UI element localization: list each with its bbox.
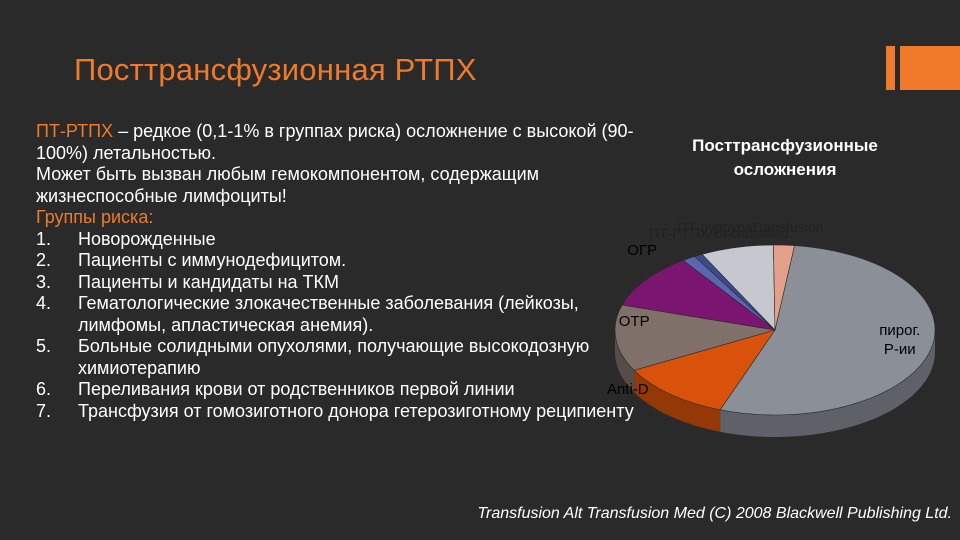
pie-slice-label: пирог. Р-ии <box>879 322 920 358</box>
pie-slice-label: Unclassified <box>713 225 788 241</box>
item-number: 4. <box>36 293 52 313</box>
pie-slice-side <box>720 330 935 437</box>
pie-slice <box>633 329 776 411</box>
item-text: Пациенты с иммунодефицитом. <box>78 250 347 270</box>
risk-group-item: 6. Переливания крови от родственников пер… <box>36 379 636 401</box>
pie-slice <box>719 245 936 416</box>
item-text: Гематологические злокачественные заболев… <box>78 293 579 335</box>
pie-slice <box>614 304 776 371</box>
risk-group-item: 2. Пациенты с иммунодефицитом. <box>36 250 636 272</box>
item-number: 2. <box>36 250 52 270</box>
deco-bar-thick <box>900 46 960 90</box>
item-number: 3. <box>36 271 52 292</box>
item-number: 6. <box>36 379 52 399</box>
slide-title: Посттрансфузионная РТПХ <box>74 52 477 87</box>
pie-slice-label: ОТР <box>619 313 650 330</box>
pie-slice <box>773 244 795 331</box>
chart-title: Посттрансфузионные осложнения <box>692 136 878 179</box>
item-text: Трансфузия от гомозиготного донора гетер… <box>78 400 634 421</box>
risk-group-item: 5. Больные солидными опухолями, получающи… <box>36 336 636 379</box>
lymphocyte-paragraph: Может быть вызван любым гемокомпонентом,… <box>36 164 540 206</box>
deco-bar-thin <box>886 46 895 90</box>
intro-paragraph: ПТ-РТПХ – редкое (0,1-1% в группах риска… <box>36 121 636 164</box>
intro-rest: – редкое (0,1-1% в группах риска) осложн… <box>36 121 634 163</box>
body-text: ПТ-РТПХ – редкое (0,1-1% в группах риска… <box>36 121 636 422</box>
pie-slice-label: ПТ-пурпура <box>677 219 753 235</box>
risk-group-item: 3. Пациенты и кандидаты на ТКМ <box>36 272 636 294</box>
pie-slice-label: Anti-D <box>607 381 649 398</box>
item-text: Пациенты и кандидаты на ТКМ <box>78 271 340 292</box>
risk-group-item: 1. Новорожденные <box>36 229 636 251</box>
source-citation: Transfusion Alt Transfusion Med (C) 2008… <box>477 505 952 522</box>
pie-slice <box>621 260 776 331</box>
item-number: 5. <box>36 336 52 356</box>
item-text: Больные солидными опухолями, получающие … <box>78 336 590 378</box>
risk-group-item: 7. Трансфузия от гомозиготного донора гет… <box>36 401 636 423</box>
pie-slice-side <box>634 370 721 432</box>
pie-slice-label: ОГР <box>627 242 657 259</box>
item-number: 7. <box>36 400 52 421</box>
item-text: Новорожденные <box>78 228 216 249</box>
pie-slice-side <box>615 330 635 393</box>
item-text: Переливания крови от родственников перво… <box>78 379 515 399</box>
pie-slice-label: ПТ-РТПХ <box>649 225 710 241</box>
item-number: 1. <box>36 228 52 249</box>
intro-term: ПТ-РТПХ <box>36 121 114 141</box>
risk-group-item: 4. Гематологические злокачественные забол… <box>36 293 636 336</box>
pie-slice-label: Transfusion <box>751 219 824 235</box>
risk-groups-list: 1. Новорожденные 2. Пациенты с иммунодефиц… <box>36 229 636 423</box>
risk-groups-heading: Группы риска: <box>36 207 154 227</box>
